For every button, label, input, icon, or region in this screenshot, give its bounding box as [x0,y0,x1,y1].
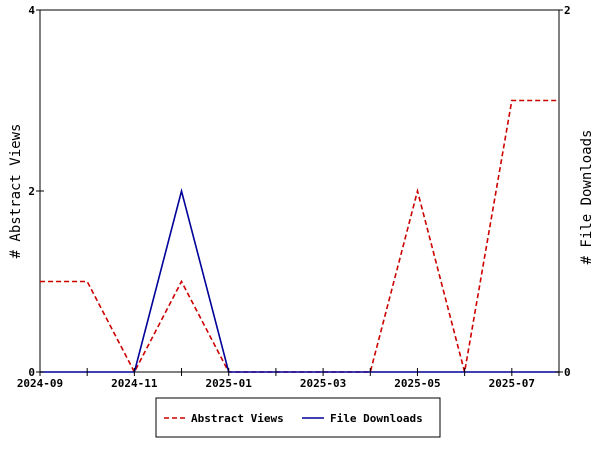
x-tick-label: 2025-07 [489,377,535,390]
series-line-file-downloads [40,187,559,373]
x-tick-label: 2024-11 [111,377,158,390]
x-tick-label: 2025-01 [206,377,253,390]
x-tick-label: 2025-05 [394,377,440,390]
axes-group: 2024-09 2024-11 2025-01 2025-03 2025-05 2025-… [17,4,571,390]
y-tick-label: 2 [28,185,35,198]
legend-label-abstract-views: Abstract Views [191,412,284,425]
x-tick-label: 2024-09 [17,377,63,390]
plot-area [39,9,560,373]
x-tick-label: 2025-03 [300,377,346,390]
y2-tick-label: 2 [564,4,571,17]
legend-box [155,397,441,438]
y2-axis-title: # File Downloads [579,130,595,265]
series-group [40,99,559,374]
y-axis-title: # Abstract Views [8,124,24,259]
legend-label-file-downloads: File Downloads [330,412,423,425]
y-tick-label: 4 [28,4,35,17]
y2-tick-label: 0 [564,366,571,379]
legend: Abstract Views File Downloads [155,397,441,438]
y-tick-label: 0 [28,366,35,379]
